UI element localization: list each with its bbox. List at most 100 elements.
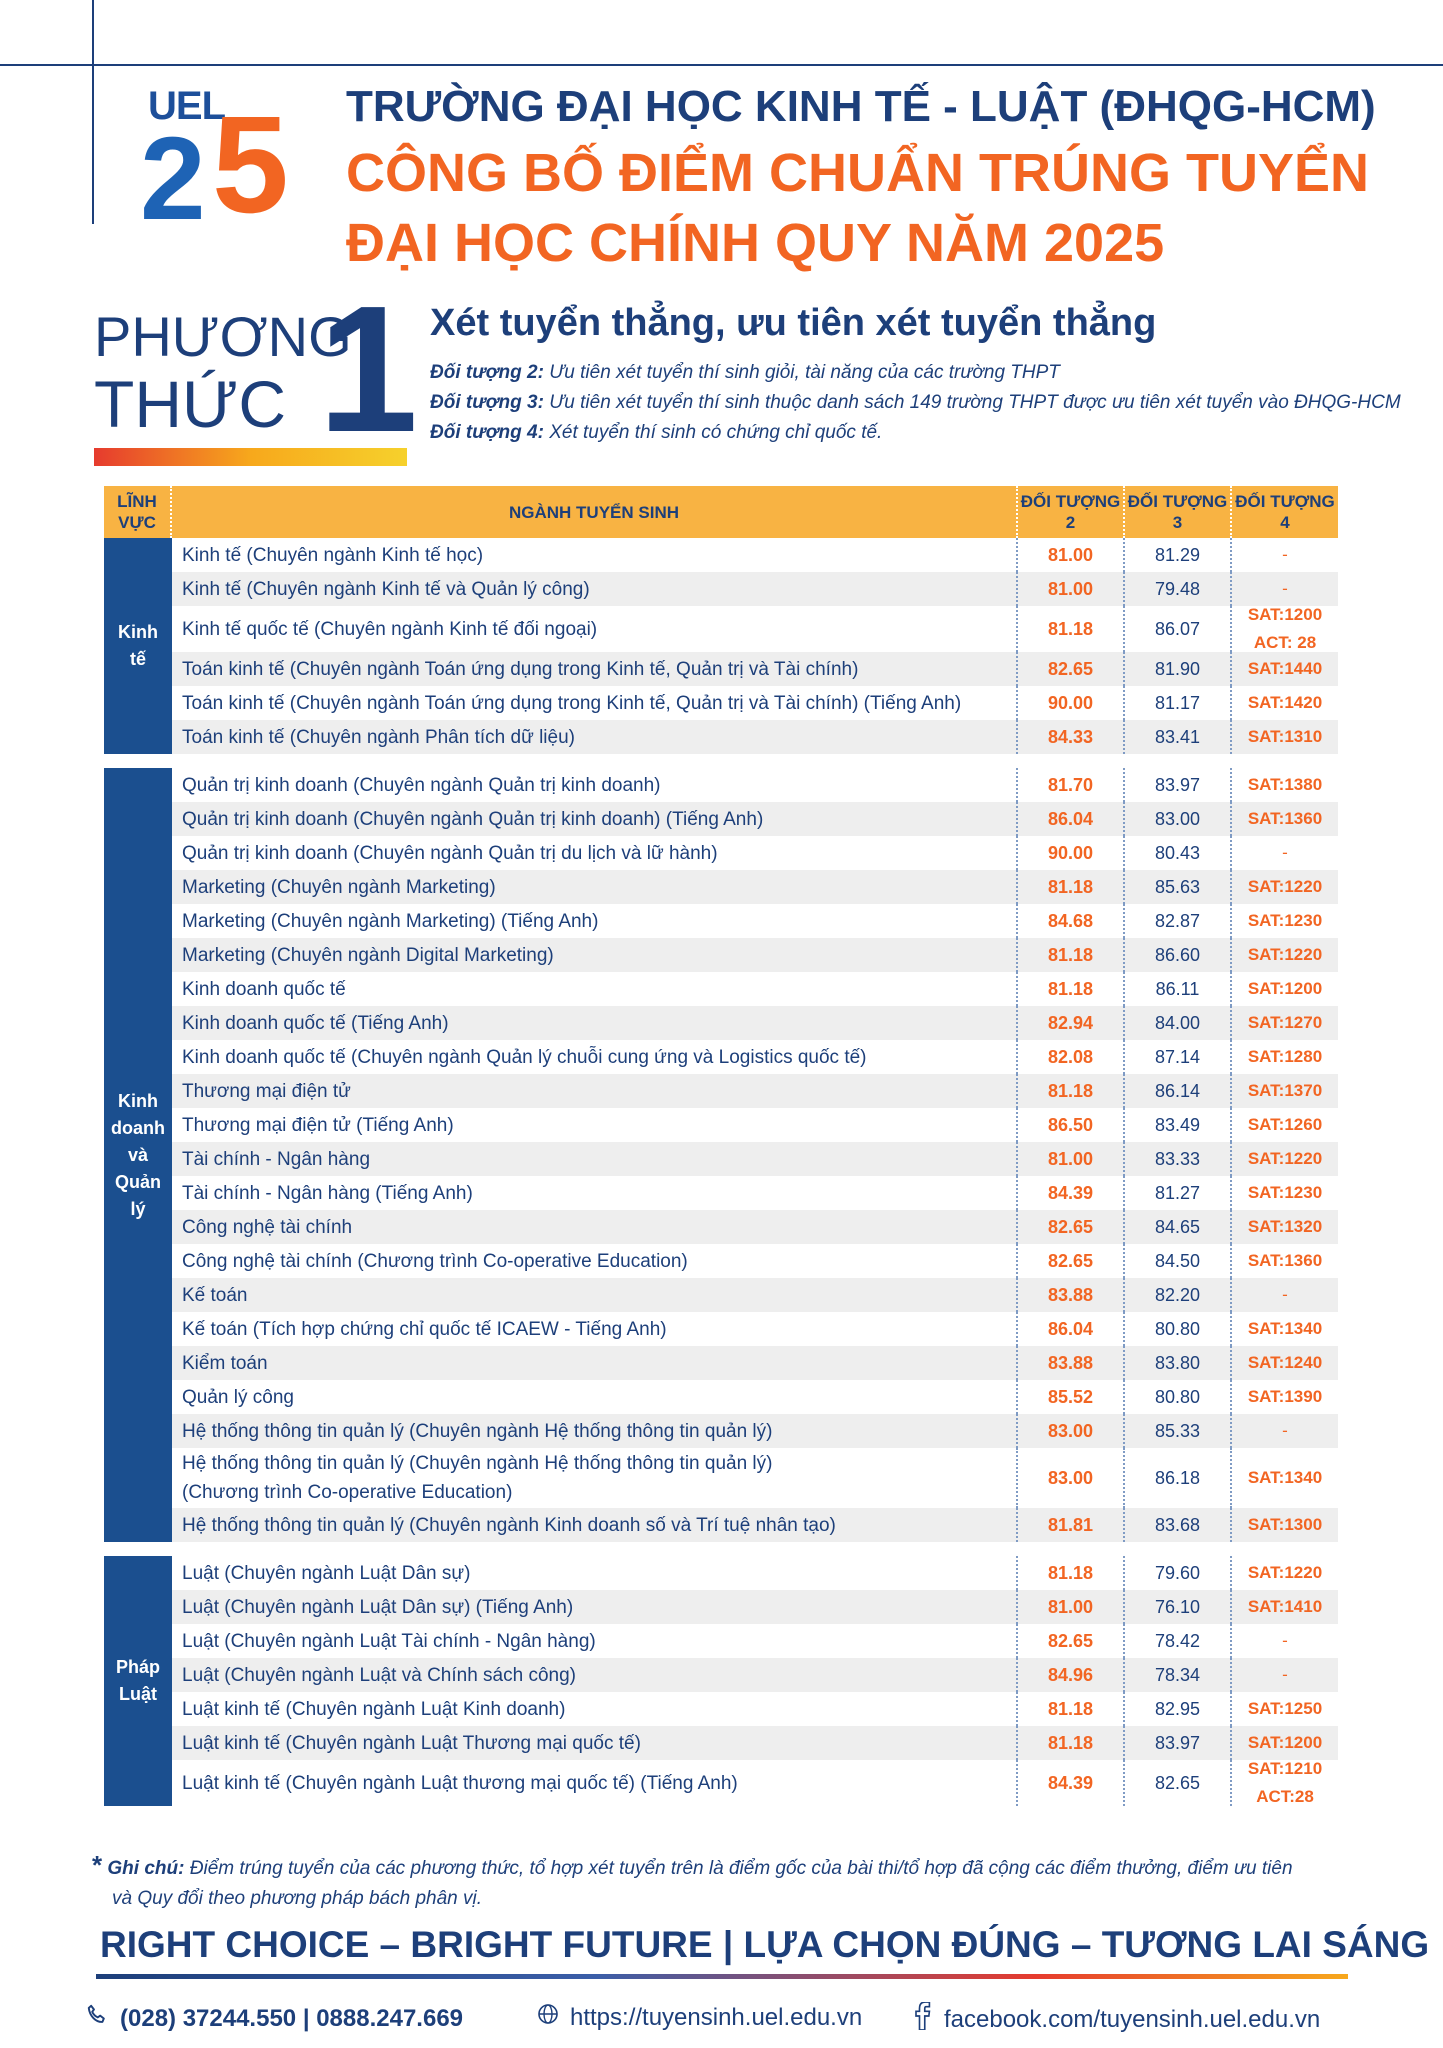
score-object-2: 82.08 [1018, 1040, 1125, 1074]
score-object-2: 83.88 [1018, 1278, 1125, 1312]
score-object-4: SAT:1300 [1247, 1515, 1323, 1534]
major-name: Kinh doanh quốc tế (Tiếng Anh) [172, 1006, 1018, 1040]
contact-phone[interactable]: (028) 37244.550 | 0888.247.669 [84, 2002, 463, 2035]
table-row: Quản lý công 85.52 80.80 SAT:1390 [172, 1380, 1338, 1414]
major-name: Hệ thống thông tin quản lý (Chuyên ngành… [172, 1448, 1018, 1508]
score-object-2: 81.18 [1018, 870, 1125, 904]
major-name: Toán kinh tế (Chuyên ngành Phân tích dữ … [172, 720, 1018, 754]
score-object-3: 83.33 [1125, 1142, 1232, 1176]
table-row: Toán kinh tế (Chuyên ngành Phân tích dữ … [172, 720, 1338, 754]
table-row: Hệ thống thông tin quản lý (Chuyên ngành… [172, 1414, 1338, 1448]
footnote-line2: và Quy đổi theo phương pháp bách phân vị… [112, 1888, 483, 1909]
score-object-4: SAT:1200 [1247, 1733, 1323, 1752]
slogan-gradient-bar [96, 1974, 1348, 1979]
contact-website-link[interactable]: https://tuyensinh.uel.edu.vn [536, 2002, 862, 2033]
score-object-2: 81.18 [1018, 938, 1125, 972]
table-row: Kinh tế (Chuyên ngành Kinh tế học) 81.00 8… [172, 538, 1338, 572]
score-object-4: SAT:1220 [1247, 1149, 1323, 1168]
table-body: Kinh tế Kinh tế (Chuyên ngành Kinh tế học… [104, 538, 1338, 1806]
table-row: Luật (Chuyên ngành Luật Dân sự) 81.18 79.6… [172, 1556, 1338, 1590]
score-object-4: SAT:1230 [1247, 1183, 1323, 1202]
score-object-4: SAT:1340 [1247, 1468, 1323, 1487]
table-row: Quản trị kinh doanh (Chuyên ngành Quản t… [172, 802, 1338, 836]
table-row: Tài chính - Ngân hàng (Tiếng Anh) 84.39 81… [172, 1176, 1338, 1210]
major-name: Luật kinh tế (Chuyên ngành Luật Kinh doa… [172, 1692, 1018, 1726]
score-object-4: - [1282, 1631, 1288, 1650]
table-row: Luật kinh tế (Chuyên ngành Luật Kinh doa… [172, 1692, 1338, 1726]
table-row: Kế toán 83.88 82.20 - [172, 1278, 1338, 1312]
score-object-3: 81.17 [1125, 686, 1232, 720]
major-name: Công nghệ tài chính (Chương trình Co-ope… [172, 1244, 1018, 1278]
score-object-4: SAT:1220 [1247, 945, 1323, 964]
footnote: * Ghi chú: Điểm trúng tuyển của các phươ… [92, 1850, 1382, 1914]
score-object-2: 81.18 [1018, 606, 1125, 652]
score-object-2: 81.00 [1018, 1590, 1125, 1624]
score-object-4: SAT:1340 [1247, 1319, 1323, 1338]
major-name: Kế toán (Tích hợp chứng chỉ quốc tế ICAE… [172, 1312, 1018, 1346]
major-name: Thương mại điện tử (Tiếng Anh) [172, 1108, 1018, 1142]
score-object-4: - [1282, 843, 1288, 862]
score-object-3: 86.11 [1125, 972, 1232, 1006]
object-text: Ưu tiên xét tuyển thí sinh giỏi, tài năn… [543, 362, 1060, 383]
score-object-2: 81.18 [1018, 1074, 1125, 1108]
score-object-4: - [1282, 545, 1288, 564]
score-object-4: SAT:1240 [1247, 1353, 1323, 1372]
score-object-3: 86.60 [1125, 938, 1232, 972]
score-object-2: 83.88 [1018, 1346, 1125, 1380]
table-row: Luật (Chuyên ngành Luật và Chính sách cô… [172, 1658, 1338, 1692]
table-row: Kinh tế (Chuyên ngành Kinh tế và Quản lý… [172, 572, 1338, 606]
table-row: Luật (Chuyên ngành Luật Tài chính - Ngân… [172, 1624, 1338, 1658]
score-object-2: 83.00 [1018, 1448, 1125, 1508]
major-name: Quản trị kinh doanh (Chuyên ngành Quản t… [172, 802, 1018, 836]
score-object-3: 82.20 [1125, 1278, 1232, 1312]
table-row: Hệ thống thông tin quản lý (Chuyên ngành… [172, 1508, 1338, 1542]
group-rows: Kinh tế (Chuyên ngành Kinh tế học) 81.00 8… [172, 538, 1338, 754]
cutoff-score-table: LĨNH VỰC NGÀNH TUYỂN SINH ĐỐI TƯỢNG 2 ĐỐ… [104, 486, 1338, 1806]
object-label: Đối tượng 2: [430, 362, 544, 383]
table-row: Toán kinh tế (Chuyên ngành Toán ứng dụng… [172, 652, 1338, 686]
score-object-2: 90.00 [1018, 686, 1125, 720]
major-name: Tài chính - Ngân hàng [172, 1142, 1018, 1176]
score-object-2: 82.65 [1018, 652, 1125, 686]
major-name: Kế toán [172, 1278, 1018, 1312]
score-object-4: SAT:1230 [1247, 911, 1323, 930]
score-object-4: SAT:1320 [1247, 1217, 1323, 1236]
score-object-2: 82.65 [1018, 1244, 1125, 1278]
method-gradient-bar [94, 448, 407, 466]
table-row: Thương mại điện tử (Tiếng Anh) 86.50 83.49… [172, 1108, 1338, 1142]
table-row: Luật kinh tế (Chuyên ngành Luật thương m… [172, 1759, 1338, 1806]
table-row: Marketing (Chuyên ngành Marketing) 81.18 8… [172, 870, 1338, 904]
score-object-4: SAT:1250 [1247, 1699, 1323, 1718]
major-name: Quản lý công [172, 1380, 1018, 1414]
major-name: Toán kinh tế (Chuyên ngành Toán ứng dụng… [172, 686, 1018, 720]
major-name: Công nghệ tài chính [172, 1210, 1018, 1244]
score-object-4: SAT:1220 [1247, 877, 1323, 896]
major-name: Hệ thống thông tin quản lý (Chuyên ngành… [172, 1414, 1018, 1448]
major-name: Luật (Chuyên ngành Luật và Chính sách cô… [172, 1658, 1018, 1692]
major-name: Thương mại điện tử [172, 1074, 1018, 1108]
score-object-3: 86.14 [1125, 1074, 1232, 1108]
score-object-3: 81.27 [1125, 1176, 1232, 1210]
score-object-2: 84.39 [1018, 1176, 1125, 1210]
object-text: Ưu tiên xét tuyển thí sinh thuộc danh sá… [543, 392, 1401, 413]
score-object-2: 90.00 [1018, 836, 1125, 870]
score-object-3: 76.10 [1125, 1590, 1232, 1624]
score-object-3: 83.00 [1125, 802, 1232, 836]
table-row: Kiểm toán 83.88 83.80 SAT:1240 [172, 1346, 1338, 1380]
footnote-label: Ghi chú: [107, 1858, 185, 1879]
major-name: Kinh tế quốc tế (Chuyên ngành Kinh tế đố… [172, 606, 1018, 652]
score-object-3: 80.43 [1125, 836, 1232, 870]
contact-facebook-link[interactable]: facebook.com/tuyensinh.uel.edu.vn [912, 2001, 1321, 2037]
score-object-3: 83.80 [1125, 1346, 1232, 1380]
score-object-4: SAT:1310 [1247, 727, 1323, 746]
major-name: Kinh doanh quốc tế (Chuyên ngành Quản lý… [172, 1040, 1018, 1074]
table-row: Kinh tế quốc tế (Chuyên ngành Kinh tế đố… [172, 605, 1338, 652]
object-label: Đối tượng 3: [430, 392, 544, 413]
phone-numbers: (028) 37244.550 | 0888.247.669 [120, 2004, 464, 2032]
object-label: Đối tượng 4: [430, 422, 544, 443]
score-object-2: 82.65 [1018, 1624, 1125, 1658]
table-row: Toán kinh tế (Chuyên ngành Toán ứng dụng… [172, 686, 1338, 720]
facebook-url: facebook.com/tuyensinh.uel.edu.vn [944, 2005, 1321, 2033]
score-object-3: 82.65 [1125, 1760, 1232, 1806]
score-object-3: 87.14 [1125, 1040, 1232, 1074]
